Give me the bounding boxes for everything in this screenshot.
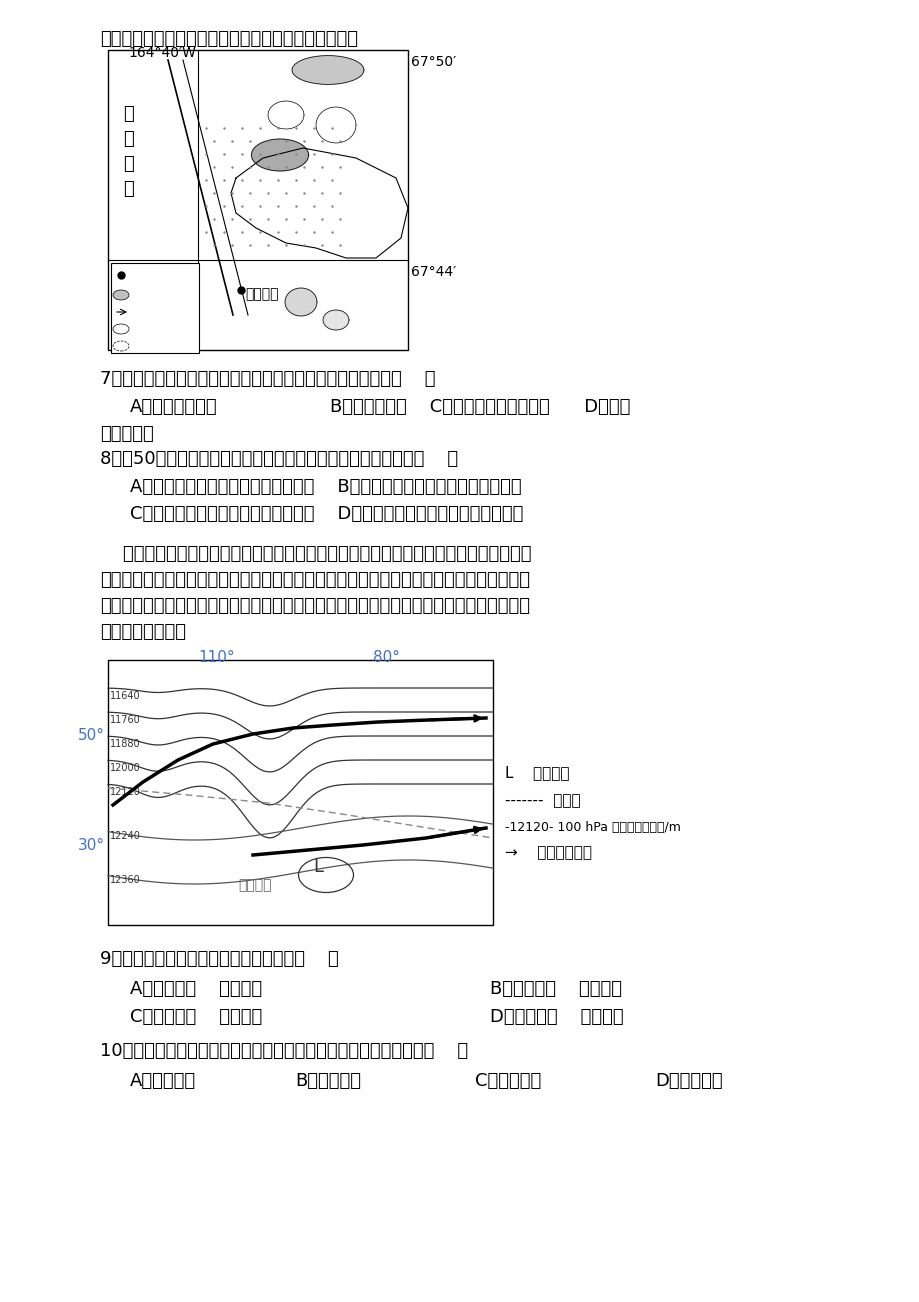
Text: 居民点: 居民点 — [130, 271, 153, 284]
Text: 积雪冰川: 积雪冰川 — [133, 322, 163, 335]
Text: D．对流加剧: D．对流加剧 — [654, 1072, 721, 1090]
Text: 7．当基瓦利纳小镇处于一年中冰雪融化最多的时候，该区域（    ）: 7．当基瓦利纳小镇处于一年中冰雪融化最多的时候，该区域（ ） — [100, 370, 435, 388]
Text: 12240: 12240 — [110, 831, 141, 841]
Text: L    气压中心: L 气压中心 — [505, 766, 569, 780]
Text: L: L — [312, 858, 323, 876]
Bar — [111, 263, 199, 353]
Text: 164°40′W: 164°40′W — [128, 46, 196, 60]
Text: 奇: 奇 — [123, 155, 133, 173]
Text: 楚: 楚 — [123, 105, 133, 122]
Text: 沼泽: 沼泽 — [133, 339, 148, 352]
Ellipse shape — [113, 324, 129, 335]
Polygon shape — [323, 310, 348, 329]
Text: -12120- 100 hPa 等压面分布高度/m: -12120- 100 hPa 等压面分布高度/m — [505, 822, 680, 835]
Text: D．位置偏南    风速偏小: D．位置偏南 风速偏小 — [490, 1008, 623, 1026]
Text: 8．近50年来，基瓦利纳小镇岛屿面积急剧缩小的最主要原因是（    ）: 8．近50年来，基瓦利纳小镇岛屿面积急剧缩小的最主要原因是（ ） — [100, 450, 458, 467]
Text: 科: 科 — [123, 130, 133, 148]
Text: 30°: 30° — [78, 838, 105, 853]
Text: B．寒潮结束: B．寒潮结束 — [295, 1072, 360, 1090]
Text: 湖泊: 湖泊 — [133, 288, 148, 301]
Text: A．台风形成: A．台风形成 — [130, 1072, 196, 1090]
Text: 50°: 50° — [78, 728, 105, 743]
Text: C．植被遭破坏，抵抗侵蚀的能力下降    D．海平面上升，岛屿沿岸低地被淹没: C．植被遭破坏，抵抗侵蚀的能力下降 D．海平面上升，岛屿沿岸低地被淹没 — [130, 505, 523, 523]
Text: B．位置偏北    风速偏小: B．位置偏北 风速偏小 — [490, 980, 621, 999]
Text: 温带急流: 温带急流 — [238, 878, 271, 892]
Text: 巨大的地面温差造成高空水平气压梯度力大，从而使得上层空气快速流动，称为急流。: 巨大的地面温差造成高空水平气压梯度力大，从而使得上层空气快速流动，称为急流。 — [100, 546, 531, 562]
Text: 急流可以驱动近地面天气系统的移动。温带急流位于高层中纬西风带，其位置和强度随季节: 急流可以驱动近地面天气系统的移动。温带急流位于高层中纬西风带，其位置和强度随季节 — [100, 572, 529, 589]
Text: A．出现极夜现象: A．出现极夜现象 — [130, 398, 218, 417]
Text: 年，该小镇将会彻底沉入海底。读图，完成下面小题。: 年，该小镇将会彻底沉入海底。读图，完成下面小题。 — [100, 30, 357, 48]
Text: 12120: 12120 — [110, 786, 141, 797]
Text: A．暴风频率增加，风浪侵蚀海岸加剧    B．海冰消融，失去海冰对岛岸的保护: A．暴风频率增加，风浪侵蚀海岸加剧 B．海冰消融，失去海冰对岛岸的保护 — [130, 478, 521, 496]
Bar — [108, 49, 407, 350]
Text: →    急流轴及流向: → 急流轴及流向 — [505, 845, 591, 861]
Text: A．位置偏北    风速偏大: A．位置偏北 风速偏大 — [130, 980, 262, 999]
Polygon shape — [251, 139, 308, 171]
Text: 11640: 11640 — [110, 691, 141, 700]
Polygon shape — [267, 102, 303, 129]
Text: 变化而变化，而且其移动路径越弯曲，大气运动越强烈。下图示意某时段北美温带急流。据: 变化而变化，而且其移动路径越弯曲，大气运动越强烈。下图示意某时段北美温带急流。据 — [100, 598, 529, 615]
Text: 10．图中温带急流的路径由蜿蜒波动发展为平直移动，往往象征着（    ）: 10．图中温带急流的路径由蜿蜒波动发展为平直移动，往往象征着（ ） — [100, 1042, 468, 1060]
Text: 海: 海 — [123, 180, 133, 198]
Text: 9．与夏季相比，冬季北美大陆温带急流（    ）: 9．与夏季相比，冬季北美大陆温带急流（ ） — [100, 950, 338, 967]
Text: 11880: 11880 — [110, 740, 141, 749]
Text: 基瓦利纳: 基瓦利纳 — [244, 286, 278, 301]
Text: 河流: 河流 — [133, 305, 148, 318]
Text: B．暴风雪频发    C．河流从东面冲刷岛岸      D．受温: B．暴风雪频发 C．河流从东面冲刷岛岸 D．受温 — [330, 398, 630, 417]
Ellipse shape — [113, 290, 129, 299]
Text: C．位置偏南    风速偏大: C．位置偏南 风速偏大 — [130, 1008, 262, 1026]
Text: 12000: 12000 — [110, 763, 141, 773]
Text: 此完成下面小题。: 此完成下面小题。 — [100, 622, 186, 641]
Text: 暖西风影响: 暖西风影响 — [100, 424, 153, 443]
Polygon shape — [316, 107, 356, 143]
Text: 67°44′: 67°44′ — [411, 266, 456, 279]
Ellipse shape — [113, 341, 129, 352]
Text: -------  国界线: ------- 国界线 — [505, 793, 580, 809]
Text: 67°50′: 67°50′ — [411, 55, 456, 69]
Text: C．沙尘肆虐: C．沙尘肆虐 — [474, 1072, 540, 1090]
Polygon shape — [285, 288, 317, 316]
Text: 110°: 110° — [198, 650, 234, 665]
Text: 11760: 11760 — [110, 715, 141, 725]
Bar — [108, 660, 493, 924]
Text: 12360: 12360 — [110, 875, 141, 885]
Text: 80°: 80° — [372, 650, 400, 665]
Polygon shape — [292, 56, 364, 85]
